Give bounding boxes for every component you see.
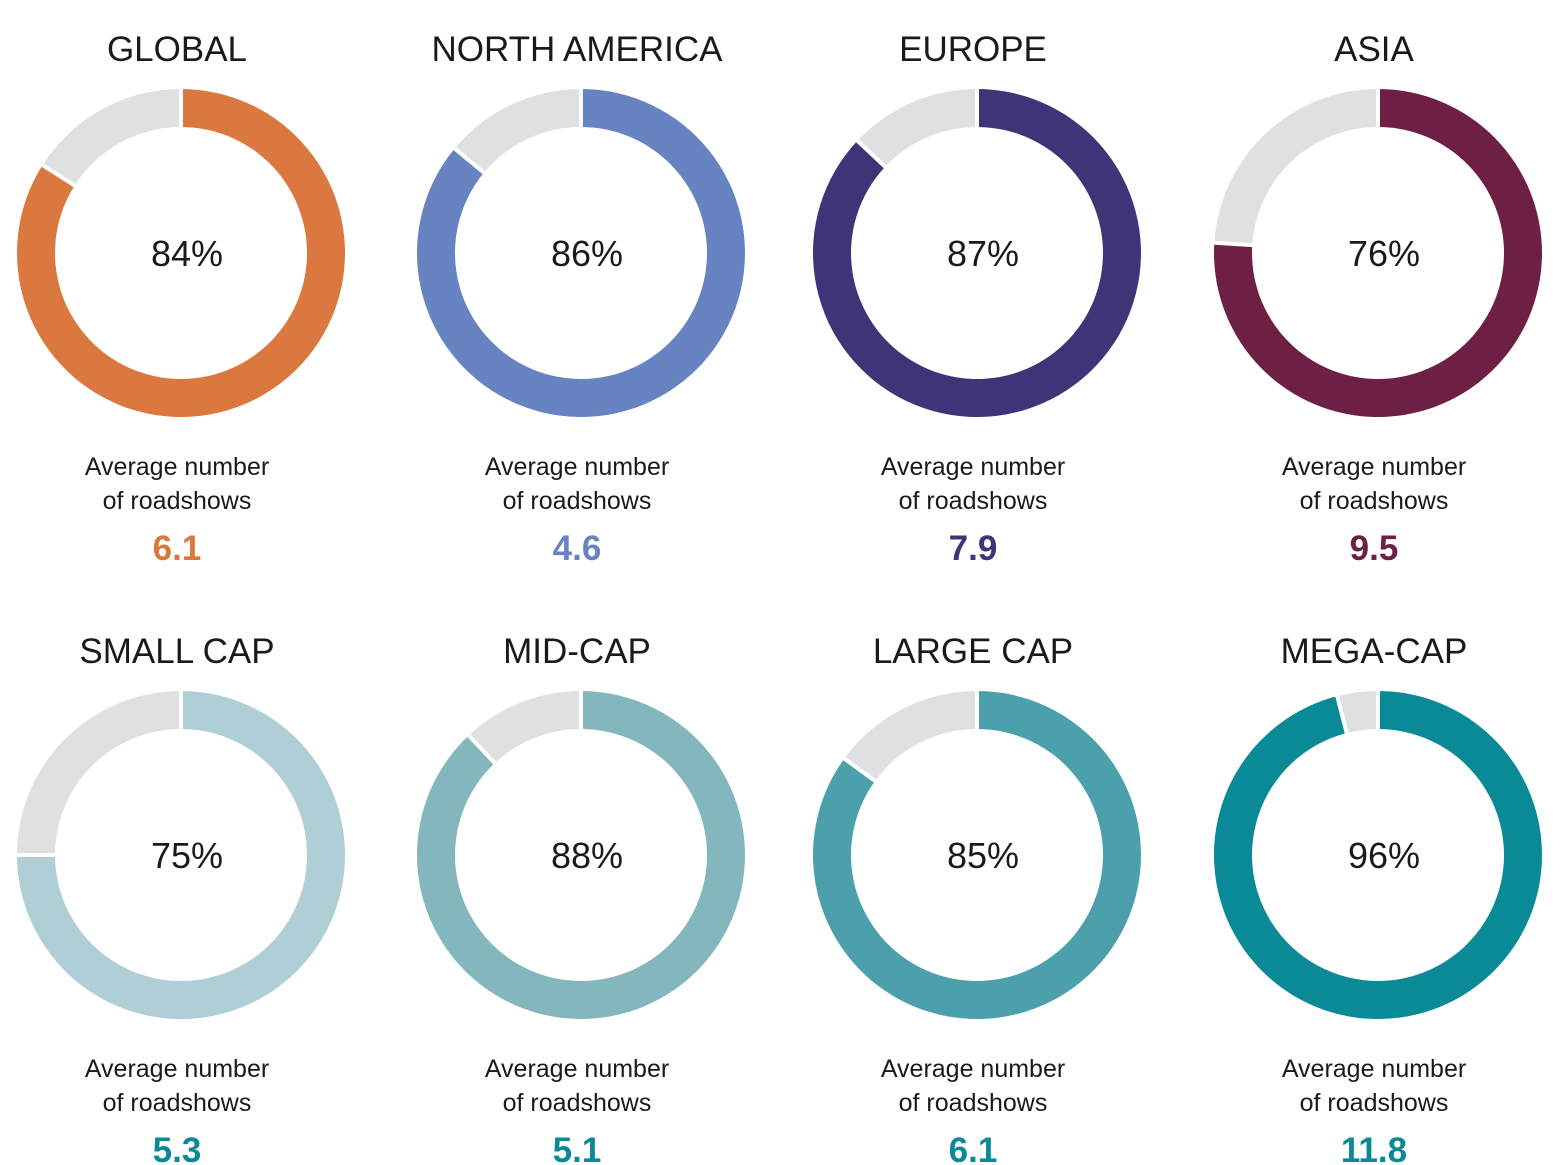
donut-center-label: 86% xyxy=(551,233,623,274)
donut-title: GLOBAL xyxy=(107,30,247,69)
donut-title: MID-CAP xyxy=(503,632,651,671)
average-roadshows-value: 5.3 xyxy=(153,1131,202,1165)
donut-mid-cap: MID-CAP 88% Average number of roadshows 5.1 xyxy=(416,632,745,1165)
caption-line-2: of roadshows xyxy=(1300,487,1449,515)
caption-line-2: of roadshows xyxy=(103,1089,252,1117)
donut-asia: ASIA 76% Average number of roadshows 9.5 xyxy=(1212,30,1542,568)
donut-small-cap: SMALL CAP 75% Average number of roadshows 5.… xyxy=(15,632,345,1165)
caption-line-1: Average number xyxy=(485,453,669,481)
donut-title: MEGA-CAP xyxy=(1281,632,1468,671)
average-roadshows-value: 4.6 xyxy=(553,529,602,568)
caption-line-2: of roadshows xyxy=(503,487,652,515)
donut-center-label: 96% xyxy=(1348,835,1420,876)
donut-title: LARGE CAP xyxy=(873,632,1073,671)
average-roadshows-value: 7.9 xyxy=(949,529,998,568)
caption-line-1: Average number xyxy=(881,1055,1065,1083)
caption-line-1: Average number xyxy=(85,1055,269,1083)
donut-slice-remainder xyxy=(468,691,581,764)
donut-north-america: NORTH AMERICA 86% Average number of roadsho… xyxy=(417,30,746,568)
donut-center-label: 84% xyxy=(151,233,223,274)
caption-line-2: of roadshows xyxy=(899,1089,1048,1117)
caption-line-2: of roadshows xyxy=(899,487,1048,515)
caption-line-1: Average number xyxy=(85,453,269,481)
donut-slice-remainder xyxy=(454,89,581,173)
caption-line-1: Average number xyxy=(881,453,1065,481)
donut-title: NORTH AMERICA xyxy=(431,30,723,69)
caption-line-2: of roadshows xyxy=(103,487,252,515)
donut-slice-remainder xyxy=(1337,691,1378,733)
average-roadshows-value: 11.8 xyxy=(1341,1131,1407,1165)
donut-slice-remainder xyxy=(857,89,977,167)
donut-title: SMALL CAP xyxy=(79,632,274,671)
donut-title: ASIA xyxy=(1334,30,1414,69)
donut-mega-cap: MEGA-CAP 96% Average number of roadshows 11.… xyxy=(1213,632,1542,1165)
donut-slice-remainder xyxy=(17,691,181,855)
caption-line-1: Average number xyxy=(1282,1055,1466,1083)
donut-title: EUROPE xyxy=(899,30,1047,69)
donut-europe: EUROPE 87% Average number of roadshows 7.9 xyxy=(812,30,1141,568)
donut-global: GLOBAL 84% Average number of roadshows 6.1 xyxy=(16,30,345,568)
donut-slice-remainder xyxy=(844,690,977,781)
average-roadshows-value: 6.1 xyxy=(153,529,202,568)
average-roadshows-value: 6.1 xyxy=(949,1131,998,1165)
caption-line-2: of roadshows xyxy=(1300,1089,1449,1117)
donut-center-label: 87% xyxy=(947,233,1019,274)
caption-line-1: Average number xyxy=(485,1055,669,1083)
donut-center-label: 75% xyxy=(151,835,223,876)
average-roadshows-value: 9.5 xyxy=(1350,529,1399,568)
donut-center-label: 88% xyxy=(551,835,623,876)
donut-large-cap: LARGE CAP 85% Average number of roadshows 6.… xyxy=(812,632,1141,1165)
caption-line-2: of roadshows xyxy=(503,1089,652,1117)
donut-slice-remainder xyxy=(1214,89,1378,246)
donut-center-label: 85% xyxy=(947,835,1019,876)
average-roadshows-value: 5.1 xyxy=(553,1131,602,1165)
donut-center-label: 76% xyxy=(1348,233,1420,274)
donut-slice-remainder xyxy=(42,89,181,186)
caption-line-1: Average number xyxy=(1282,453,1466,481)
